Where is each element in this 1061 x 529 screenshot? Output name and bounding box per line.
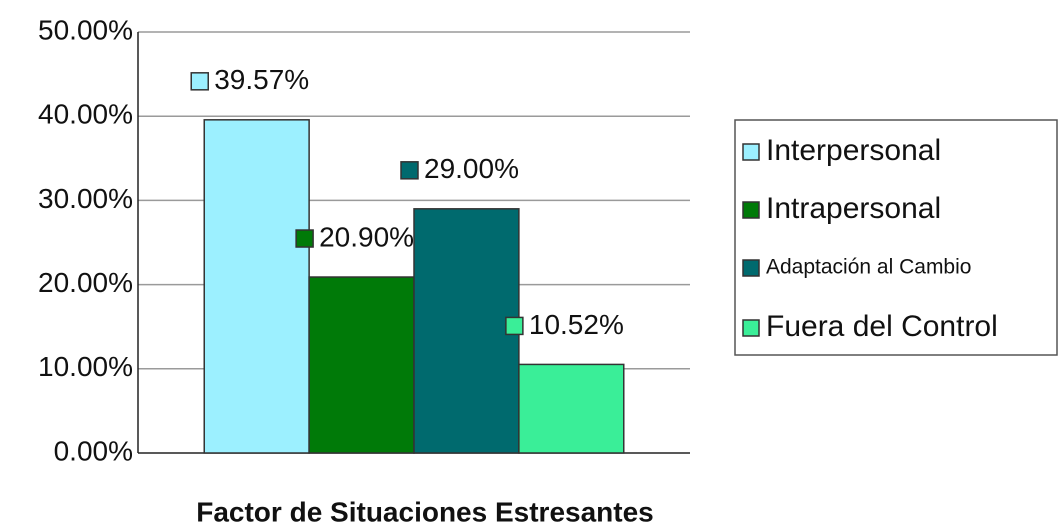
x-axis-label: Factor de Situaciones Estresantes: [196, 496, 654, 527]
value-label: 39.57%: [214, 64, 309, 95]
bar: [413, 208, 520, 454]
y-tick-label: 0.00%: [54, 435, 133, 466]
y-tick-label: 20.00%: [38, 267, 133, 298]
value-label-key: [190, 72, 209, 91]
legend-label: Intrapersonal: [766, 192, 941, 225]
legend-label: Fuera del Control: [766, 310, 998, 343]
value-label: 29.00%: [424, 153, 519, 184]
legend-key: [742, 259, 760, 277]
value-label-key: [295, 229, 314, 248]
y-tick-label: 40.00%: [38, 99, 133, 130]
legend-label: Interpersonal: [766, 134, 941, 167]
legend-key: [742, 201, 760, 219]
legend-key: [742, 143, 760, 161]
y-tick-label: 50.00%: [38, 14, 133, 45]
bar: [518, 363, 625, 454]
y-tick-label: 10.00%: [38, 351, 133, 382]
value-label-key: [400, 161, 419, 180]
legend-label: Adaptación al Cambio: [766, 256, 971, 279]
bar: [203, 119, 310, 454]
y-tick-label: 30.00%: [38, 183, 133, 214]
bar: [308, 276, 415, 454]
value-label: 20.90%: [319, 221, 414, 252]
legend-key: [742, 319, 760, 337]
value-label: 10.52%: [529, 309, 624, 340]
legend-box: [734, 119, 1058, 356]
value-label-key: [505, 316, 524, 336]
